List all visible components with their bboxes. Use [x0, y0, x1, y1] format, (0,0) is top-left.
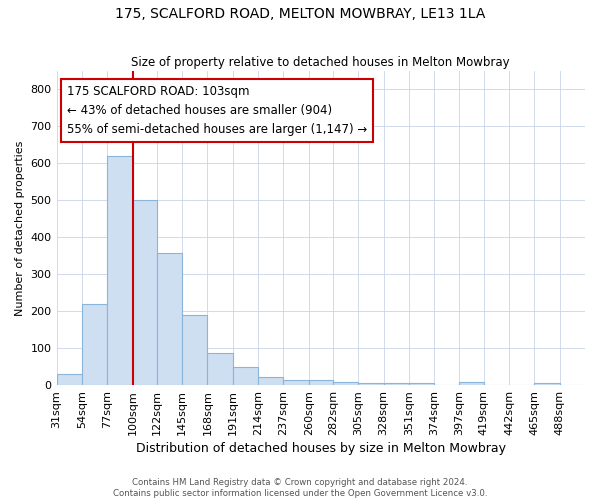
Bar [283, 380, 308, 385]
Bar [383, 383, 409, 385]
Bar [208, 352, 233, 385]
Title: Size of property relative to detached houses in Melton Mowbray: Size of property relative to detached ho… [131, 56, 510, 70]
Bar [258, 377, 283, 385]
Bar [358, 383, 383, 385]
Bar [56, 374, 82, 385]
Bar [460, 382, 484, 385]
Y-axis label: Number of detached properties: Number of detached properties [15, 140, 25, 316]
Text: 175, SCALFORD ROAD, MELTON MOWBRAY, LE13 1LA: 175, SCALFORD ROAD, MELTON MOWBRAY, LE13… [115, 8, 485, 22]
Bar [182, 315, 208, 385]
Bar [409, 383, 434, 385]
X-axis label: Distribution of detached houses by size in Melton Mowbray: Distribution of detached houses by size … [136, 442, 506, 455]
Bar [308, 380, 333, 385]
Bar [133, 200, 157, 385]
Bar [157, 252, 182, 385]
Bar [82, 304, 107, 385]
Bar [107, 156, 133, 385]
Bar [535, 383, 560, 385]
Text: Contains HM Land Registry data © Crown copyright and database right 2024.
Contai: Contains HM Land Registry data © Crown c… [113, 478, 487, 498]
Bar [233, 366, 258, 385]
Bar [333, 382, 358, 385]
Text: 175 SCALFORD ROAD: 103sqm
← 43% of detached houses are smaller (904)
55% of semi: 175 SCALFORD ROAD: 103sqm ← 43% of detac… [67, 85, 367, 136]
